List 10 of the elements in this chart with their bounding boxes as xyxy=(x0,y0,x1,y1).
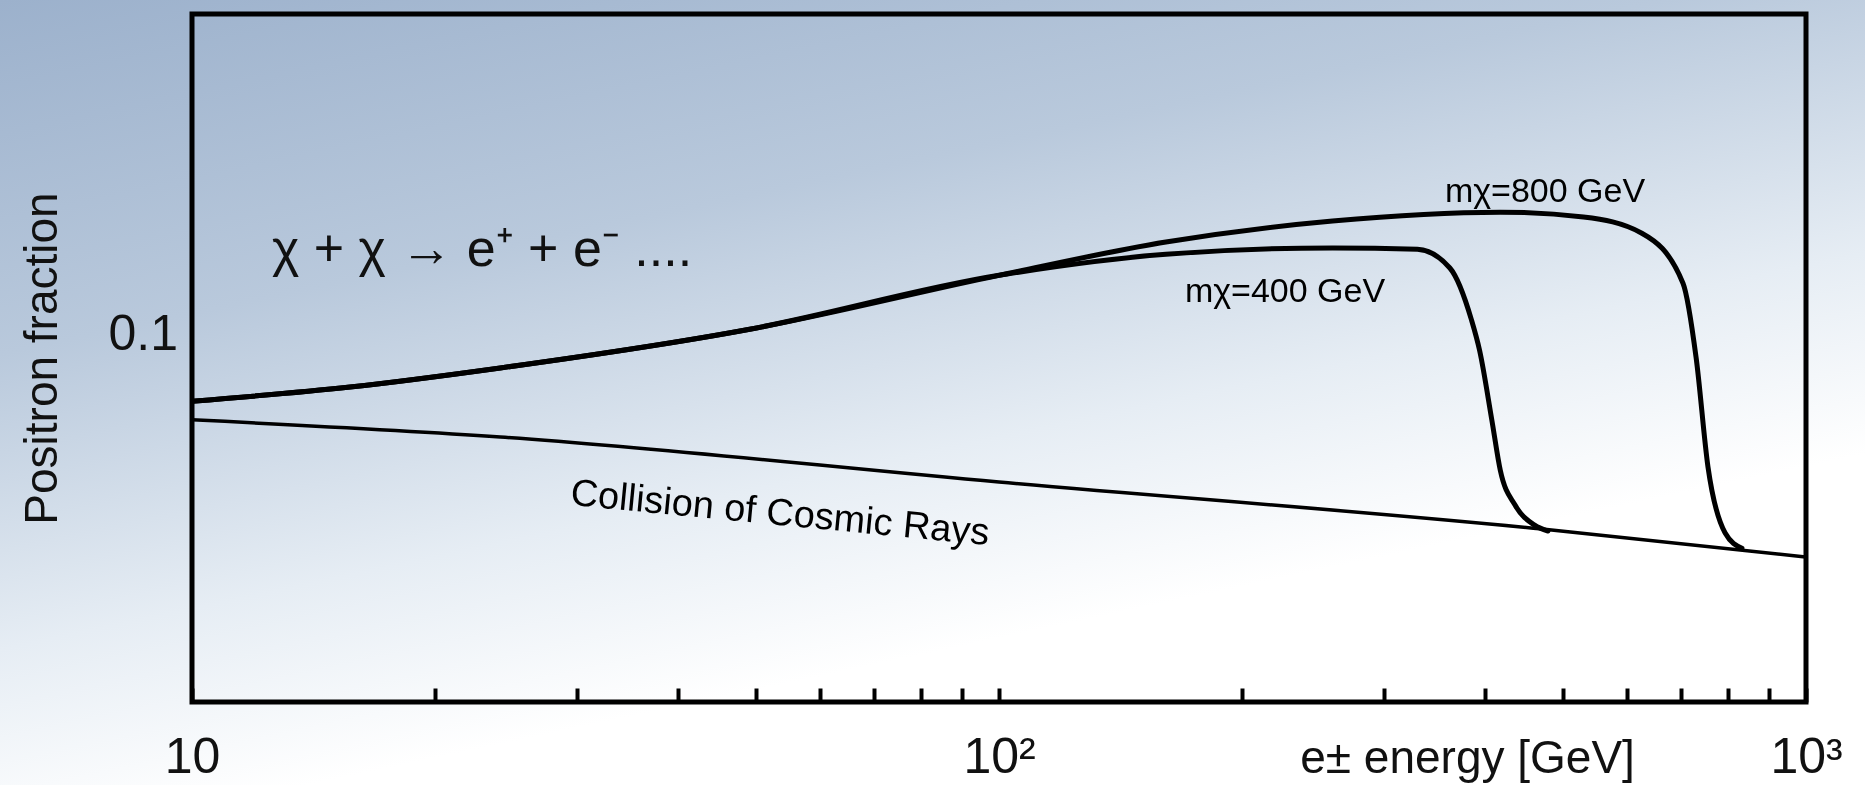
text: Collision of Cosmic Rays xyxy=(569,470,992,554)
series-label: mχ=400 GeV xyxy=(1184,271,1386,309)
x-tick-label: 10 xyxy=(164,727,221,784)
y-axis-title: Positron fraction xyxy=(14,192,67,525)
annotation: χ + χ → e⁺ + e⁻ .... xyxy=(272,219,693,277)
x-tick-label: 10³ xyxy=(1770,727,1843,784)
x-tick-label: 10² xyxy=(963,727,1036,784)
x-axis-title: e± energy [GeV] xyxy=(1300,730,1635,783)
series-label: mχ=800 GeV xyxy=(1444,171,1646,209)
text: 0.1 xyxy=(108,305,178,361)
